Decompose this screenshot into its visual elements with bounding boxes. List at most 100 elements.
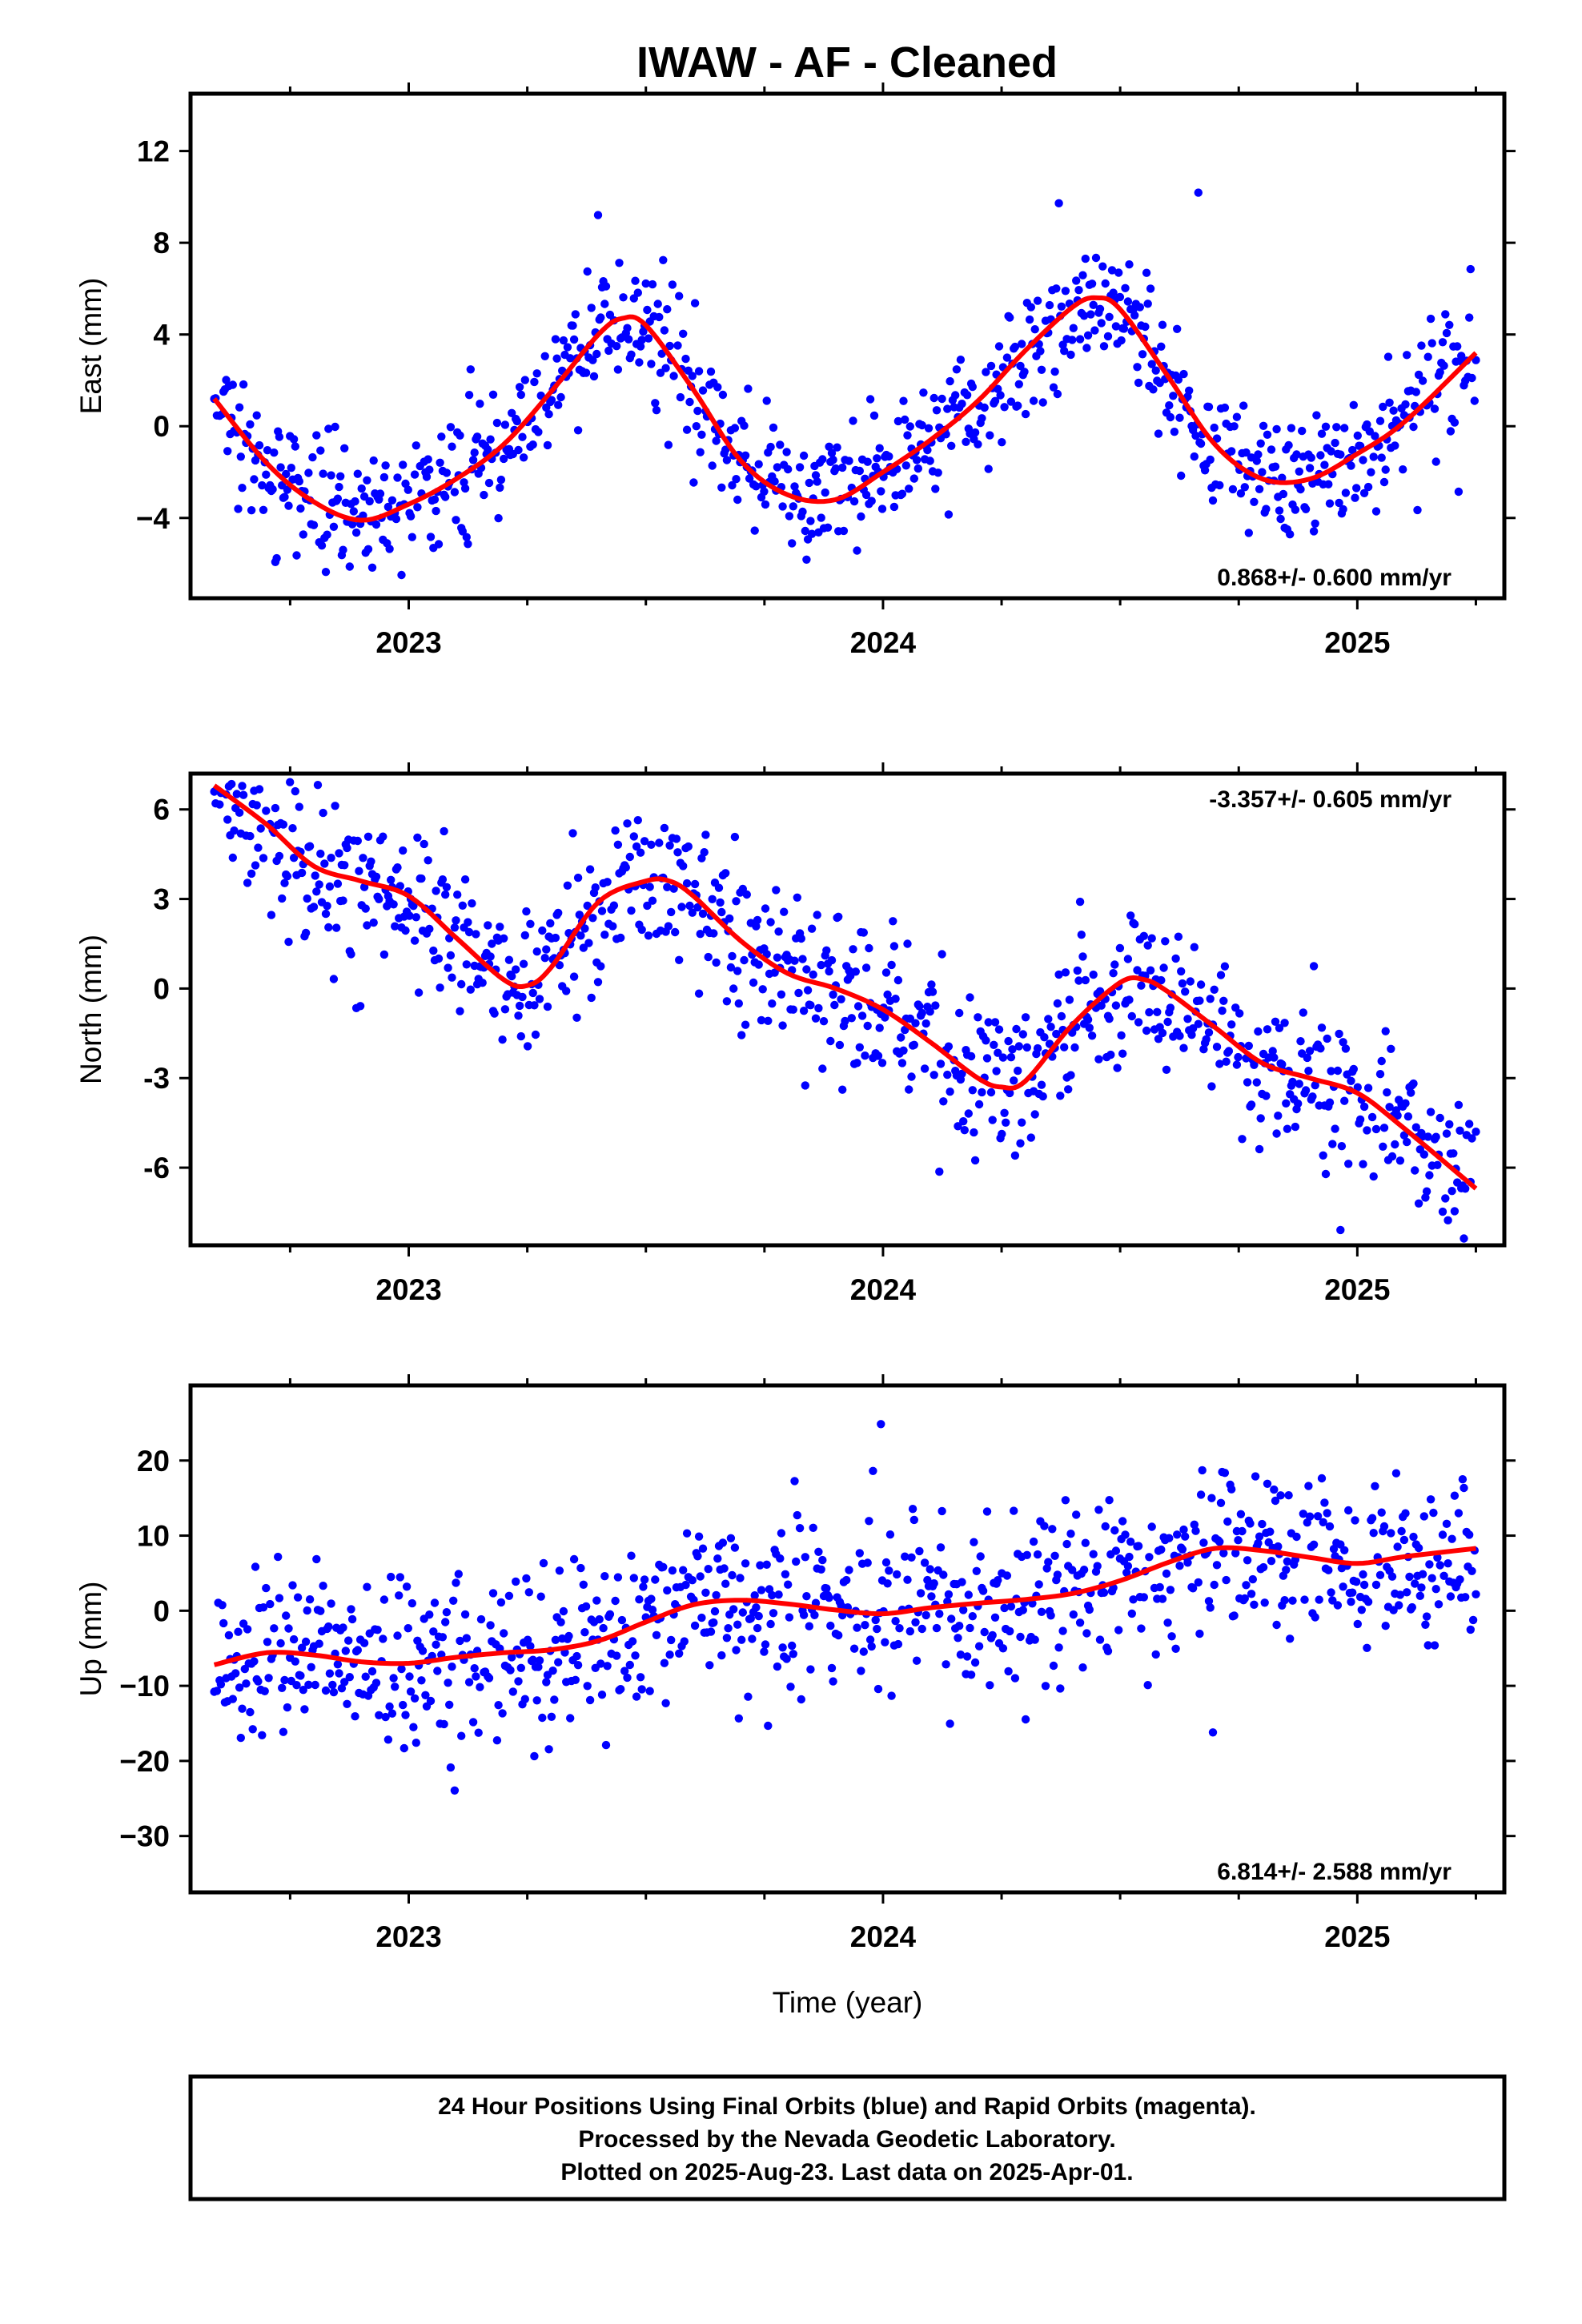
data-point [887, 960, 896, 970]
data-point [266, 1599, 275, 1609]
data-point [785, 1613, 794, 1622]
data-point [1403, 1112, 1413, 1121]
data-point [340, 861, 349, 870]
data-point [867, 497, 876, 505]
data-point [583, 267, 592, 276]
data-point [789, 1005, 797, 1014]
data-point [214, 755, 222, 763]
data-point [1143, 1681, 1152, 1690]
data-point [441, 493, 450, 501]
data-point [385, 545, 394, 553]
data-point [528, 988, 537, 998]
data-point [1216, 1498, 1226, 1508]
data-point [974, 440, 982, 448]
data-point [730, 424, 740, 432]
data-point [1465, 313, 1474, 322]
data-point [542, 1678, 551, 1687]
data-point [932, 1623, 942, 1633]
data-point [1127, 1011, 1137, 1021]
data-point [1074, 286, 1083, 295]
data-point [1465, 1120, 1474, 1128]
data-point [404, 485, 412, 494]
data-point [1465, 1530, 1474, 1539]
data-point [1082, 344, 1091, 352]
data-point [1016, 361, 1025, 371]
data-point [834, 1630, 843, 1640]
data-point [698, 909, 708, 919]
data-point [1054, 970, 1063, 979]
data-point [1022, 1550, 1032, 1560]
y-tick-label: −10 [119, 1670, 170, 1703]
data-point [1407, 1088, 1415, 1097]
data-point [741, 1559, 750, 1568]
data-point [1275, 1023, 1284, 1033]
data-point [701, 830, 710, 839]
data-point [1010, 342, 1020, 352]
data-point [476, 1614, 486, 1624]
data-point [1058, 1626, 1067, 1635]
data-point [1075, 335, 1085, 344]
data-point [1363, 1084, 1373, 1092]
data-point [667, 1635, 676, 1645]
data-point [1154, 429, 1163, 438]
data-point [1121, 283, 1130, 292]
data-point [1430, 1641, 1439, 1650]
data-point [931, 1001, 940, 1010]
data-point [1223, 1517, 1232, 1526]
data-point [585, 865, 595, 874]
data-point [797, 934, 805, 943]
data-point [1004, 1667, 1013, 1676]
data-point [611, 1596, 620, 1606]
data-point [1018, 1030, 1028, 1039]
data-point [383, 1735, 393, 1744]
x-tick-label: 2023 [375, 1920, 441, 1953]
data-point [903, 431, 912, 440]
data-point [236, 452, 245, 461]
data-point [418, 1647, 428, 1655]
data-point [813, 477, 821, 486]
data-point [1195, 996, 1204, 1005]
data-point [788, 539, 797, 548]
data-point [1423, 1132, 1432, 1141]
data-point [387, 1572, 396, 1582]
data-point [955, 1622, 964, 1630]
data-point [1149, 385, 1158, 394]
data-point [1323, 1034, 1331, 1043]
data-point [1259, 1562, 1268, 1572]
data-point [292, 1681, 301, 1690]
data-point [309, 903, 319, 911]
data-point [395, 1591, 404, 1600]
data-point [1301, 505, 1311, 513]
data-point [254, 1677, 263, 1686]
data-point [1033, 296, 1042, 305]
data-point [1012, 1024, 1021, 1034]
data-point [571, 1675, 580, 1684]
data-point [799, 1007, 809, 1015]
data-point [340, 1678, 349, 1687]
data-point [464, 1678, 474, 1687]
data-point [1357, 1606, 1367, 1614]
data-point [679, 329, 688, 338]
data-point [444, 963, 452, 972]
data-point [1073, 966, 1082, 975]
data-point [1227, 1485, 1236, 1494]
data-point [1379, 1522, 1389, 1531]
data-point [1161, 937, 1170, 946]
east-y-axis-label: East (mm) [74, 278, 107, 415]
data-point [784, 464, 793, 474]
data-point [1199, 1045, 1208, 1054]
data-point [1101, 1522, 1110, 1531]
data-point [746, 1614, 755, 1623]
data-point [1093, 1562, 1102, 1570]
data-point [228, 380, 237, 389]
data-point [235, 403, 244, 412]
data-point [721, 869, 730, 878]
data-point [580, 924, 589, 933]
data-point [1423, 352, 1432, 361]
x-tick-label: 2023 [375, 626, 441, 659]
data-point [1272, 1620, 1281, 1630]
data-point [259, 505, 268, 514]
data-point [1272, 424, 1281, 434]
data-point [790, 956, 799, 965]
data-point [406, 512, 416, 521]
